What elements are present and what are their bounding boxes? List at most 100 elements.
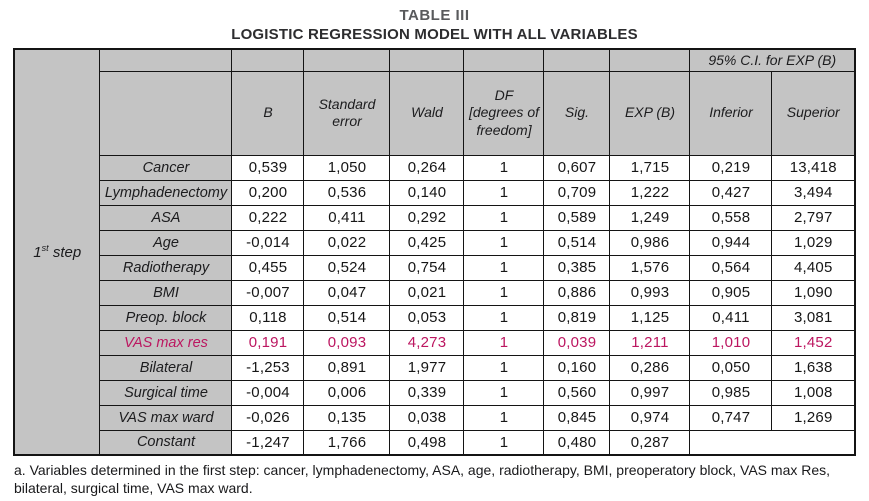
row-label: Constant — [99, 429, 233, 456]
value-cell: 1,576 — [609, 254, 691, 281]
row-label: Lymphadenectomy — [99, 179, 233, 206]
header-spacer — [231, 48, 305, 72]
header-spacer — [99, 48, 233, 72]
value-cell: 0,287 — [609, 429, 691, 456]
value-cell: 0,118 — [231, 304, 305, 331]
value-cell: 0,385 — [543, 254, 611, 281]
table-row-constant: Constant -1,247 1,766 0,498 1 0,480 0,287 — [14, 429, 856, 456]
table-row-age: Age -0,014 0,022 0,425 1 0,514 0,986 0,944 1,029 — [14, 229, 856, 256]
value-cell: 0,886 — [543, 279, 611, 306]
table-number-title: TABLE III — [399, 7, 470, 24]
value-cell: 0,560 — [543, 379, 611, 406]
value-cell: 1,008 — [771, 379, 856, 406]
value-cell: 0,411 — [303, 204, 391, 231]
value-cell: 0,536 — [303, 179, 391, 206]
value-cell: 0,160 — [543, 354, 611, 381]
value-cell: 0,607 — [543, 154, 611, 181]
value-cell: 0,754 — [389, 254, 465, 281]
value-cell: 1,269 — [771, 404, 856, 431]
value-cell: 0,514 — [543, 229, 611, 256]
row-label: Age — [99, 229, 233, 256]
value-cell: 0,286 — [609, 354, 691, 381]
paper-table-page: TABLE III LOGISTIC REGRESSION MODEL WITH… — [0, 7, 869, 497]
value-cell: 1,766 — [303, 429, 391, 456]
row-label: Cancer — [99, 154, 233, 181]
header-row-columns: B Standard error Wald DF [degrees of fre… — [14, 70, 856, 156]
value-cell: 1,638 — [771, 354, 856, 381]
value-cell: 0,021 — [389, 279, 465, 306]
value-cell: 0,944 — [689, 229, 773, 256]
value-cell: 3,081 — [771, 304, 856, 331]
value-cell: 0,339 — [389, 379, 465, 406]
table-subtitle: LOGISTIC REGRESSION MODEL WITH ALL VARIA… — [231, 26, 638, 43]
value-cell: 0,514 — [303, 304, 391, 331]
value-cell: 0,222 — [231, 204, 305, 231]
value-cell: 0,135 — [303, 404, 391, 431]
value-cell: 1 — [463, 179, 545, 206]
table-row-radiotherapy: Radiotherapy 0,455 0,524 0,754 1 0,385 1,576 0,… — [14, 254, 856, 281]
value-cell: 1,211 — [609, 329, 691, 356]
value-cell: 1 — [463, 354, 545, 381]
value-cell: 0,022 — [303, 229, 391, 256]
value-cell: 0,264 — [389, 154, 465, 181]
table-row-surgical-time: Surgical time -0,004 0,006 0,339 1 0,560 0,997… — [14, 379, 856, 406]
row-label: Bilateral — [99, 354, 233, 381]
row-label: BMI — [99, 279, 233, 306]
value-cell: 1 — [463, 254, 545, 281]
value-cell: -0,004 — [231, 379, 305, 406]
value-cell: 0,039 — [543, 329, 611, 356]
header-spacer — [543, 48, 611, 72]
value-cell: 1,125 — [609, 304, 691, 331]
value-cell: 0,053 — [389, 304, 465, 331]
header-spacer — [463, 48, 545, 72]
row-label: Preop. block — [99, 304, 233, 331]
step-ordinal-suffix: st — [41, 243, 49, 253]
table-row-vas-max-res: VAS max res 0,191 0,093 4,273 1 0,039 1,211 1,0… — [14, 329, 856, 356]
column-header-stderror: Standard error — [303, 70, 391, 156]
value-cell: 0,498 — [389, 429, 465, 456]
table-row-cancer: Cancer 0,539 1,050 0,264 1 0,607 1,715 0,219 13,… — [14, 154, 856, 181]
value-cell: 3,494 — [771, 179, 856, 206]
ci-span-header: 95% C.I. for EXP (B) — [689, 48, 856, 72]
column-header-expb: EXP (B) — [609, 70, 691, 156]
value-cell: 0,524 — [303, 254, 391, 281]
table-footnote: a. Variables determined in the first ste… — [14, 462, 831, 496]
value-cell: 0,539 — [231, 154, 305, 181]
value-cell: 0,997 — [609, 379, 691, 406]
row-label: VAS max ward — [99, 404, 233, 431]
value-cell: 1 — [463, 404, 545, 431]
value-cell: 0,985 — [689, 379, 773, 406]
value-cell: 1 — [463, 429, 545, 456]
value-cell: 13,418 — [771, 154, 856, 181]
value-cell: 0,140 — [389, 179, 465, 206]
column-header-inferior: Inferior — [689, 70, 773, 156]
value-cell: 1,977 — [389, 354, 465, 381]
value-cell: 0,455 — [231, 254, 305, 281]
column-header-b: B — [231, 70, 305, 156]
row-label: Radiotherapy — [99, 254, 233, 281]
table-row-bilateral: Bilateral -1,253 0,891 1,977 1 0,160 0,286 0,05… — [14, 354, 856, 381]
value-cell: 0,905 — [689, 279, 773, 306]
value-cell: 0,050 — [689, 354, 773, 381]
column-header-wald: Wald — [389, 70, 465, 156]
value-cell: 1,029 — [771, 229, 856, 256]
table-row-lymphadenectomy: Lymphadenectomy 0,200 0,536 0,140 1 0,709 1,22… — [14, 179, 856, 206]
value-cell: 0,993 — [609, 279, 691, 306]
value-cell: 0,558 — [689, 204, 773, 231]
value-cell: 1,090 — [771, 279, 856, 306]
value-cell: 0,006 — [303, 379, 391, 406]
value-cell: 1,715 — [609, 154, 691, 181]
value-cell: 1,452 — [771, 329, 856, 356]
row-label: VAS max res — [99, 329, 233, 356]
regression-table-body: 1st step 95% C.I. for EXP (B) B Standard… — [13, 48, 856, 456]
row-label: Surgical time — [99, 379, 233, 406]
empty-cell — [689, 429, 856, 456]
value-cell: 0,819 — [543, 304, 611, 331]
table-row-vas-max-ward: VAS max ward -0,026 0,135 0,038 1 0,845 0,974 0… — [14, 404, 856, 431]
value-cell: 0,427 — [689, 179, 773, 206]
value-cell: 0,200 — [231, 179, 305, 206]
header-spacer — [303, 48, 391, 72]
table-row-preop-block: Preop. block 0,118 0,514 0,053 1 0,819 1,125 0,… — [14, 304, 856, 331]
value-cell: 0,974 — [609, 404, 691, 431]
value-cell: 0,425 — [389, 229, 465, 256]
